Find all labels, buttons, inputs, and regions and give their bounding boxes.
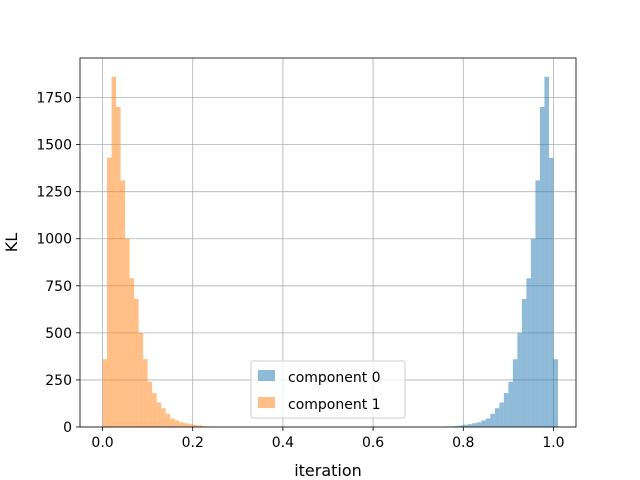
y-axis-label: KL (2, 233, 21, 252)
x-axis-label: iteration (294, 461, 362, 480)
y-tick-label: 750 (45, 279, 72, 295)
histogram-bar-component-1 (134, 298, 139, 427)
legend: component 0 component 1 (250, 360, 406, 419)
y-tick-label: 1250 (36, 185, 72, 201)
x-tick-label: 0.2 (182, 435, 204, 451)
histogram-bar-component-1 (156, 402, 162, 427)
histogram-bar-component-1 (170, 418, 175, 427)
histogram-bar-component-0 (517, 332, 522, 427)
x-tick-label: 0.6 (362, 435, 384, 451)
histogram-bar-component-0 (485, 418, 491, 427)
x-tick-label: 0.0 (91, 435, 113, 451)
legend-swatch-component-1 (258, 397, 275, 408)
histogram-bar-component-0 (481, 420, 486, 427)
histogram-bar-component-1 (179, 422, 184, 427)
histogram-bar-component-1 (197, 425, 202, 427)
histogram-bar-component-0 (467, 424, 473, 427)
histogram-bar-component-1 (125, 238, 130, 427)
histogram-bar-component-1 (188, 424, 193, 427)
x-tick-label: 1.0 (542, 435, 564, 451)
axis-ticks: 0.0 0.2 0.4 0.6 0.8 1.0 0 250 500 750 1000 1250 1500… (36, 91, 564, 451)
histogram-bar-component-0 (553, 359, 558, 427)
legend-box (250, 360, 406, 419)
legend-label-component-1: component 1 (288, 397, 381, 413)
histogram-bar-component-1 (201, 426, 207, 427)
histogram-bar-component-0 (521, 298, 527, 427)
histogram-bar-component-0 (512, 359, 518, 427)
histogram-bar-component-1 (174, 420, 180, 427)
histogram-bar-component-0 (544, 76, 549, 427)
histogram-bar-component-0 (472, 423, 477, 427)
histogram-bar-component-1 (102, 359, 108, 427)
histogram-bar-component-0 (499, 402, 504, 427)
y-tick-label: 1500 (36, 138, 72, 154)
y-tick-label: 250 (45, 373, 72, 389)
y-tick-label: 1000 (36, 232, 72, 248)
plot-frame (79, 57, 577, 428)
histogram-bar-component-1 (138, 332, 144, 427)
y-tick-label: 1750 (36, 91, 72, 107)
legend-swatch-component-0 (258, 370, 275, 381)
histogram-bar-component-0 (454, 426, 459, 427)
histogram-bar-component-1 (143, 359, 148, 427)
histogram-bar-component-0 (548, 157, 554, 427)
x-tick-label: 0.8 (452, 435, 474, 451)
histogram-bar-component-0 (503, 393, 509, 427)
y-tick-label: 0 (63, 420, 72, 436)
histogram-bar-component-1 (116, 106, 121, 428)
histogram-bar-component-0 (526, 278, 531, 427)
histogram-bar-component-1 (129, 278, 135, 427)
histogram-bar-component-1 (165, 413, 171, 427)
histogram-bar-component-1 (111, 76, 117, 427)
histogram-bar-component-0 (476, 422, 482, 427)
legend-label-component-0: component 0 (288, 370, 381, 386)
histogram-bar-component-1 (183, 423, 189, 427)
histogram-bar-component-1 (161, 408, 166, 427)
y-tick-label: 500 (45, 326, 72, 342)
histogram-bar-component-0 (535, 180, 540, 427)
histogram-bar-component-1 (192, 424, 198, 427)
histogram-bar-component-1 (107, 157, 112, 427)
histogram-bar-component-1 (147, 381, 153, 427)
histogram-bar-component-0 (539, 106, 545, 428)
histogram-bar-component-0 (494, 408, 500, 427)
histogram-bar-component-0 (463, 424, 468, 427)
histogram-bar-component-0 (490, 413, 495, 427)
histogram-bar-component-0 (508, 381, 513, 427)
histogram-bar-component-0 (530, 238, 536, 427)
histogram-bar-component-0 (458, 425, 464, 427)
x-tick-label: 0.4 (272, 435, 294, 451)
histogram-bar-component-1 (120, 180, 126, 427)
histogram-bar-component-1 (152, 393, 157, 427)
histogram-bars (102, 76, 558, 428)
